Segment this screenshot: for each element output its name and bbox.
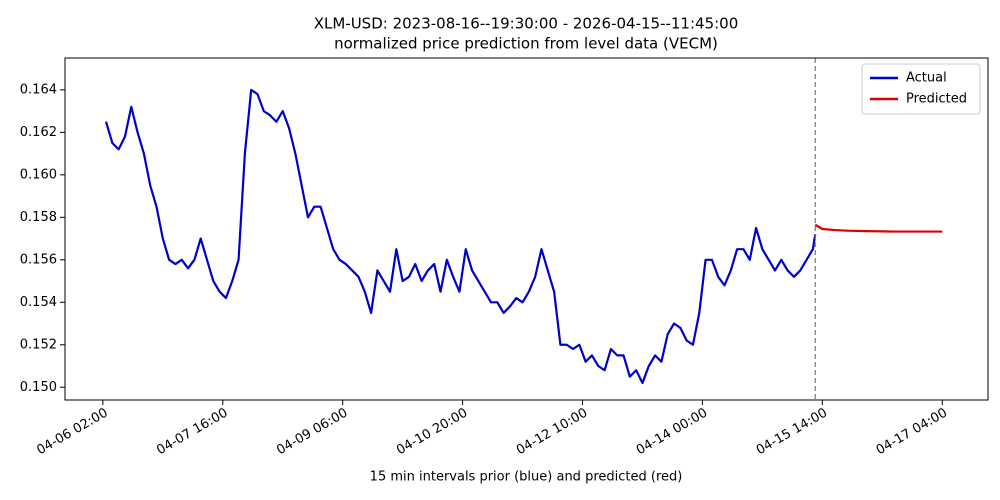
chart-title: XLM-USD: 2023-08-16--19:30:00 - 2026-04-… <box>314 15 739 33</box>
y-tick-label: 0.162 <box>20 125 57 140</box>
series-line <box>104 88 817 385</box>
y-tick-label: 0.164 <box>20 82 57 97</box>
y-tick-label: 0.160 <box>20 167 57 182</box>
plot-frame <box>64 57 989 401</box>
legend-label: Actual <box>906 71 947 86</box>
y-tick-label: 0.156 <box>20 252 57 267</box>
y-tick-label: 0.150 <box>20 380 57 395</box>
y-tick-label: 0.158 <box>20 210 57 225</box>
y-tick-label: 0.154 <box>20 295 57 310</box>
chart-subtitle: normalized price prediction from level d… <box>334 35 718 53</box>
series-line <box>814 223 943 233</box>
x-axis-label: 15 min intervals prior (blue) and predic… <box>370 470 683 485</box>
legend-label: Predicted <box>906 92 967 107</box>
legend-box <box>861 63 981 115</box>
y-tick-label: 0.152 <box>20 337 57 352</box>
